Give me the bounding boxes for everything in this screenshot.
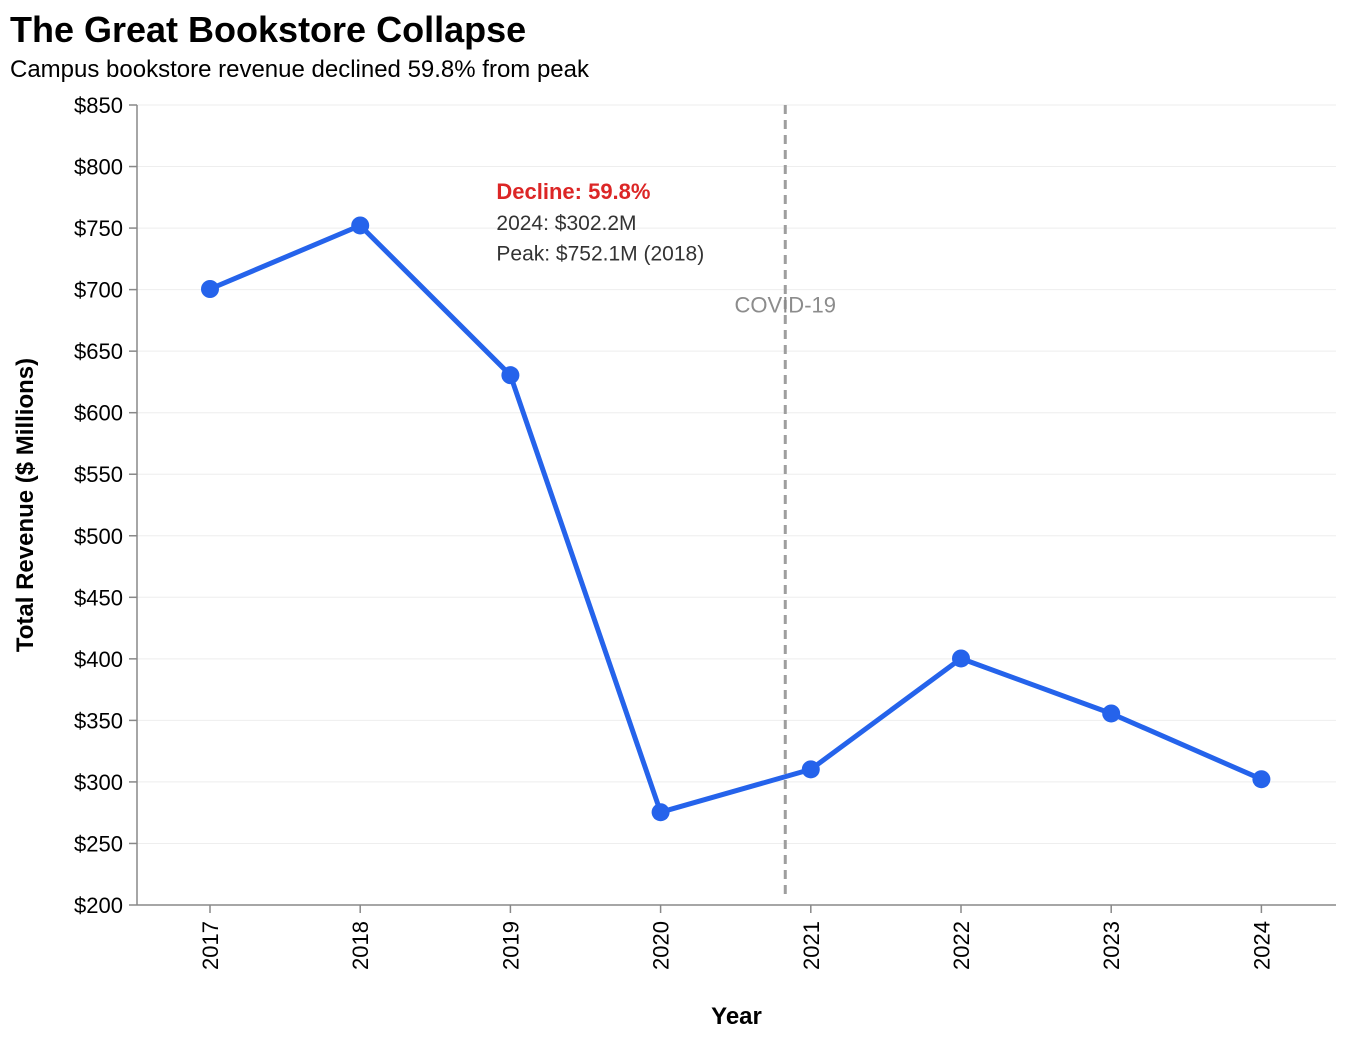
x-tick-label: 2022	[949, 921, 974, 970]
current-value-annotation: 2024: $302.2M	[496, 212, 636, 235]
decline-annotation-label: Decline: 59.8%	[496, 179, 650, 204]
chart-title: The Great Bookstore Collapse	[10, 9, 526, 50]
x-tick-label: 2023	[1099, 921, 1124, 970]
data-point	[201, 280, 219, 298]
data-point	[351, 216, 370, 235]
y-tick-label: $800	[74, 155, 123, 180]
y-tick-label: $500	[74, 524, 123, 549]
data-point	[1252, 770, 1271, 789]
data-point	[651, 803, 670, 822]
data-point	[501, 366, 520, 385]
data-point	[801, 760, 820, 779]
x-tick-label: 2021	[799, 921, 824, 970]
x-axis-title: Year	[711, 1003, 762, 1030]
y-tick-label: $400	[74, 647, 123, 672]
data-points	[201, 216, 1271, 822]
y-tick-label: $700	[74, 278, 123, 303]
y-tick-label: $600	[74, 401, 123, 426]
axes	[136, 105, 1336, 906]
y-axis-title: Total Revenue ($ Millions)	[12, 358, 39, 652]
revenue-series-line	[207, 223, 1264, 815]
covid-marker-label: COVID-19	[735, 292, 836, 317]
data-point	[1102, 704, 1121, 723]
y-tick-label: $850	[74, 93, 123, 118]
y-tick-label: $750	[74, 216, 123, 241]
grid-lines	[137, 104, 1336, 844]
x-tick-label: 2017	[198, 921, 223, 970]
y-tick-label: $300	[74, 770, 123, 795]
x-axis-ticks: 2017 2018 2019 2020 2021 2022 2023 2024	[198, 905, 1274, 970]
data-point	[952, 649, 970, 668]
x-tick-label: 2018	[348, 921, 373, 970]
covid-marker-group: COVID-19	[735, 105, 836, 895]
peak-value-annotation: Peak: $752.1M (2018)	[496, 243, 704, 266]
y-tick-label: $250	[74, 831, 123, 856]
x-tick-label: 2024	[1249, 921, 1274, 970]
x-tick-label: 2019	[498, 921, 523, 970]
decline-annotation: Decline: 59.8% 2024: $302.2M Peak: $752.…	[496, 179, 704, 266]
x-tick-label: 2020	[649, 921, 674, 970]
y-tick-label: $350	[74, 708, 123, 733]
y-tick-label: $650	[74, 339, 123, 364]
y-tick-label: $200	[74, 893, 123, 918]
y-tick-label: $450	[74, 585, 123, 610]
chart-subtitle: Campus bookstore revenue declined 59.8% …	[10, 56, 590, 83]
y-axis-ticks: $200 $250 $300 $350 $400 $450 $500 $550 $600 $650…	[74, 93, 137, 918]
y-tick-label: $550	[74, 462, 123, 487]
